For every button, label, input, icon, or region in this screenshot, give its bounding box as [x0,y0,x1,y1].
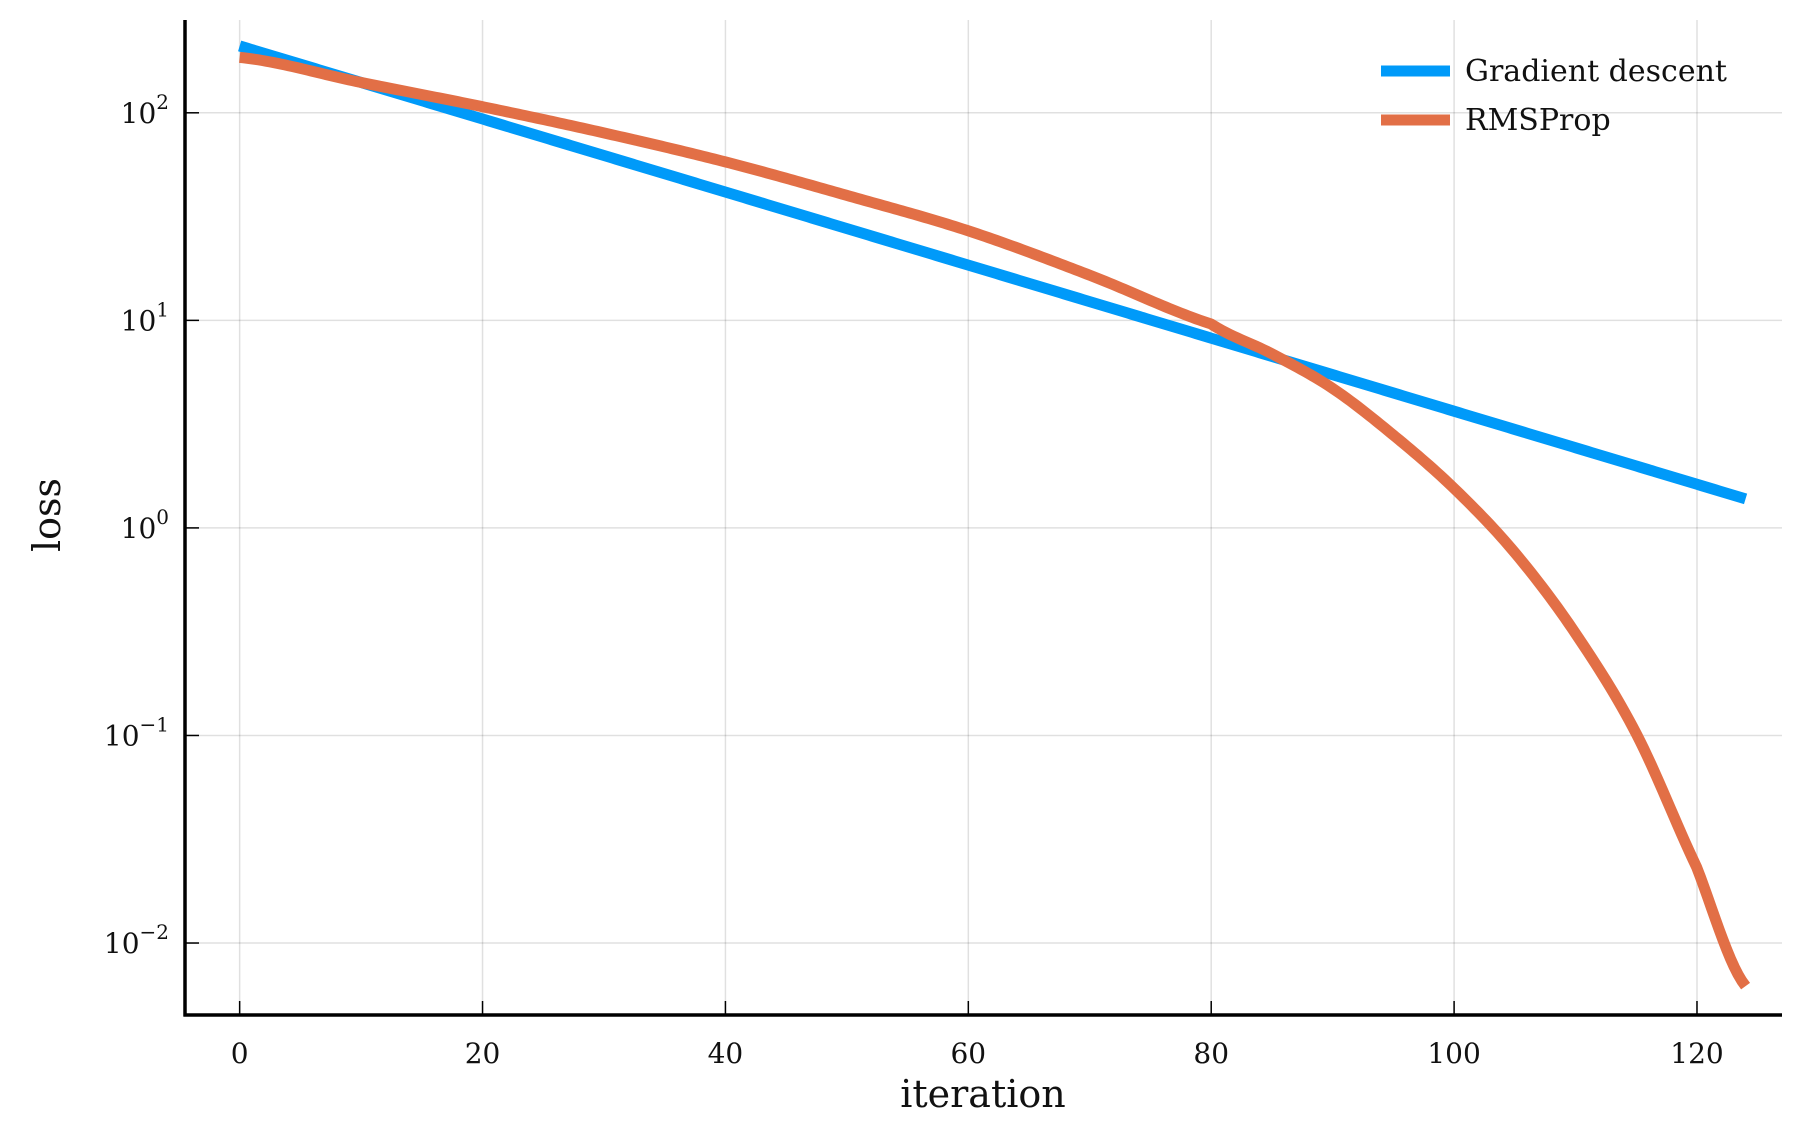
series-line-gradient-descent [237,40,1748,505]
y-tick-exponent: 1 [156,297,169,321]
y-tick-exponent: 2 [156,90,169,114]
x-tick-label: 80 [1193,1037,1229,1070]
y-tick-label: 10−1 [104,712,169,752]
x-tick-label: 0 [231,1037,249,1070]
y-tick-base: 10 [121,512,157,545]
y-tick-exponent: −1 [140,712,169,736]
y-tick-exponent: 0 [156,505,169,529]
x-axis-title: iteration [900,1072,1066,1116]
y-axis-title: loss [25,478,69,552]
y-tick-label: 102 [121,90,169,130]
y-tick-base: 10 [121,97,157,130]
legend: Gradient descent RMSProp [1381,54,1727,138]
y-tick-exponent: −2 [140,920,169,944]
y-tick-label: 100 [121,505,169,545]
series-line-rmsprop [237,51,1751,990]
grid-lines [185,20,1782,1015]
x-tick-label: 20 [465,1037,501,1070]
x-tick-label: 120 [1670,1037,1723,1070]
y-tick-label: 10−2 [104,920,169,960]
y-tick-base: 10 [104,719,140,752]
y-tick-base: 10 [121,304,157,337]
y-tick-base: 10 [104,927,140,960]
y-tick-label: 101 [121,297,169,337]
x-tick-label: 100 [1427,1037,1480,1070]
legend-label-rmsprop: RMSProp [1465,103,1611,138]
legend-label-gradient-descent: Gradient descent [1465,54,1727,89]
plot-series [237,40,1751,990]
x-tick-label: 40 [708,1037,744,1070]
axes [183,20,1782,1017]
x-tick-label: 60 [950,1037,986,1070]
